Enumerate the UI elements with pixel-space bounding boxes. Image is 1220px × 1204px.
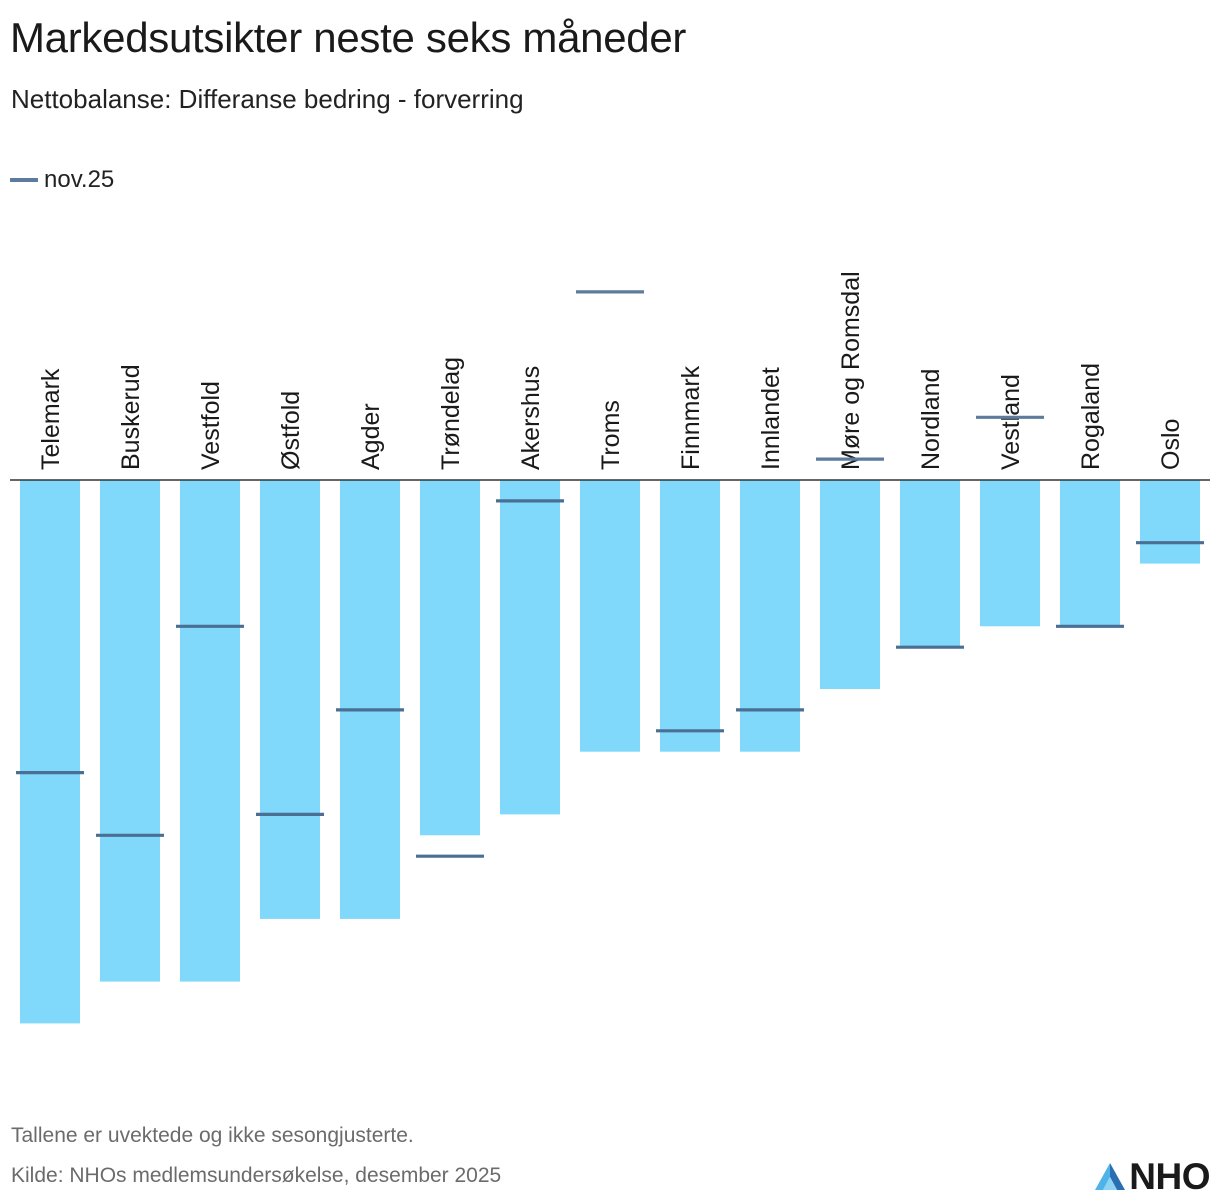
bar-6 (500, 480, 560, 815)
category-label-8: Finnmark (677, 365, 705, 470)
nho-logo-icon (1095, 1163, 1126, 1190)
category-label-12: Vestland (997, 374, 1025, 470)
legend-label: nov.25 (44, 166, 115, 193)
bar-0 (20, 480, 80, 1024)
category-label-10: Møre og Romsdal (837, 271, 865, 470)
bar-4 (340, 480, 400, 919)
bar-8 (660, 480, 720, 752)
bar-2 (180, 480, 240, 982)
category-label-9: Innlandet (757, 367, 785, 470)
footnote: Tallene er uvektede og ikke sesongjuster… (11, 1124, 414, 1147)
logo-text: NHO (1129, 1156, 1210, 1197)
category-label-1: Buskerud (117, 364, 145, 470)
bar-13 (1060, 480, 1120, 627)
bar-5 (420, 480, 480, 836)
category-label-11: Nordland (917, 369, 945, 470)
chart-title: Markedsutsikter neste seks måneder (10, 14, 687, 61)
category-label-3: Østfold (277, 391, 305, 470)
bar-chart: Telemark Buskerud Vestfold Østfold Agder Trøn… (10, 271, 1210, 1024)
bar-12 (980, 480, 1040, 627)
bar-14 (1140, 480, 1200, 564)
category-label-0: Telemark (37, 368, 65, 470)
nho-logo: NHO (1093, 1156, 1210, 1198)
category-label-2: Vestfold (197, 381, 225, 470)
category-label-5: Trøndelag (437, 357, 465, 470)
legend-swatch (10, 178, 38, 182)
category-label-14: Oslo (1157, 419, 1185, 470)
source-note: Kilde: NHOs medlemsundersøkelse, desembe… (11, 1164, 502, 1187)
bar-9 (740, 480, 800, 752)
bar-3 (260, 480, 320, 919)
bar-7 (580, 480, 640, 752)
category-label-13: Rogaland (1077, 363, 1105, 470)
legend: nov.25 (10, 166, 114, 194)
chart-subtitle: Nettobalanse: Differanse bedring - forve… (11, 84, 524, 114)
category-label-7: Troms (597, 400, 625, 470)
category-label-6: Akershus (517, 366, 545, 470)
bar-1 (100, 480, 160, 982)
bar-11 (900, 480, 960, 648)
bar-10 (820, 480, 880, 689)
category-label-4: Agder (357, 403, 385, 470)
